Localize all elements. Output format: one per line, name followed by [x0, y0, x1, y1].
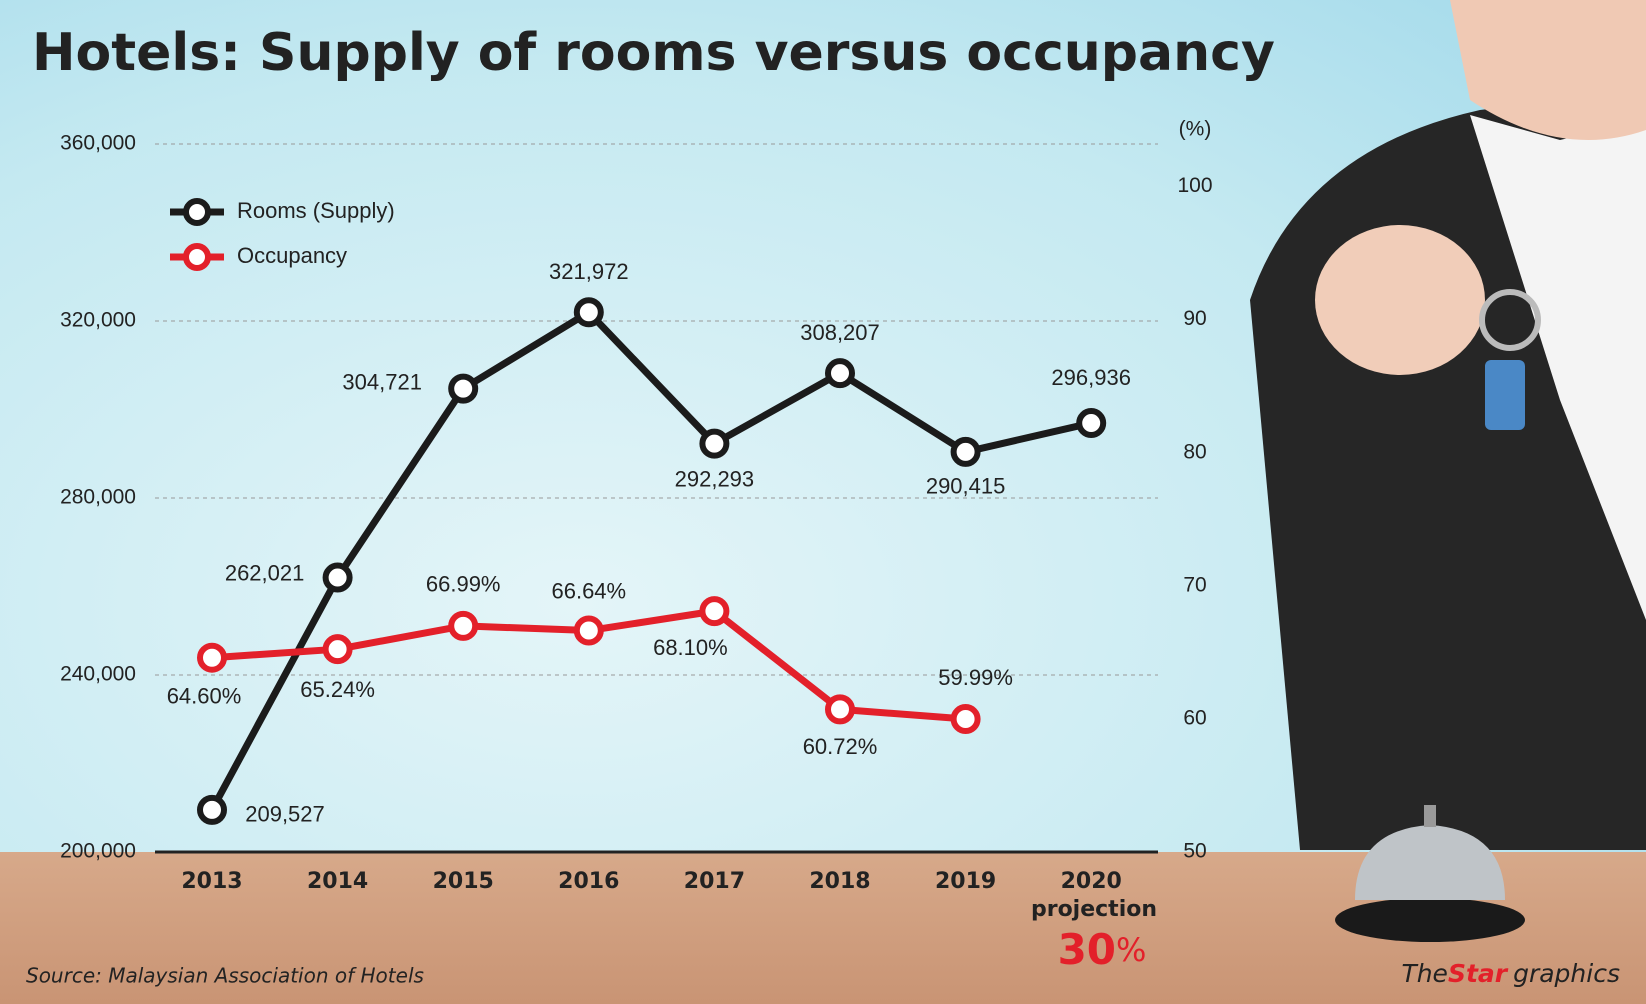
brand-graphics: graphics	[1513, 959, 1620, 988]
point	[1076, 408, 1107, 439]
data-label: 292,293	[675, 466, 755, 491]
data-label: 296,936	[1051, 365, 1131, 390]
y-tick-label: 240,000	[60, 663, 136, 686]
point	[322, 562, 353, 593]
y-tick-label: 360,000	[60, 132, 136, 155]
projection-label: projection	[1031, 897, 1157, 922]
point	[448, 610, 479, 641]
y2-tick-label: 60	[1183, 706, 1206, 729]
data-label: 209,527	[245, 802, 325, 827]
data-label: 66.64%	[551, 578, 626, 603]
point	[950, 436, 981, 467]
point	[197, 794, 227, 825]
data-label: 308,207	[800, 320, 880, 345]
y2-tick-label: 100	[1177, 174, 1212, 197]
data-label: 304,721	[342, 369, 422, 394]
y2-tick-label: 50	[1183, 840, 1206, 863]
point	[950, 704, 981, 735]
bell	[1335, 805, 1525, 942]
legend-marker	[183, 198, 211, 226]
data-label: 66.99%	[426, 572, 501, 597]
x-tick-label: 2013	[181, 869, 242, 894]
x-tick-label: 2016	[558, 869, 619, 894]
data-label: 59.99%	[938, 665, 1013, 690]
y2-tick-label: 90	[1183, 307, 1206, 330]
series: 209,527 262,021 304,721 321,972 292,293 308,2…	[197, 259, 1131, 827]
data-label: 60.72%	[803, 734, 878, 759]
point	[825, 694, 855, 725]
x-tick-label: 2018	[809, 869, 870, 894]
series: 64.60% 65.24% 66.99% 66.64% 68.10% 60.72% 59.9…	[167, 572, 1013, 759]
y2-tick-label: 70	[1183, 573, 1206, 596]
point	[448, 373, 479, 404]
point	[573, 297, 604, 328]
data-label: 321,972	[549, 259, 629, 284]
y-tick-label: 280,000	[60, 486, 136, 509]
y2-axis-label: (%)	[1179, 118, 1212, 141]
brand-the: The	[1401, 959, 1448, 988]
point	[322, 634, 353, 665]
legend-label: Rooms (Supply)	[237, 198, 395, 223]
projection-value: 30%	[1058, 925, 1147, 974]
x-tick-label: 2017	[684, 869, 745, 894]
data-label: 64.60%	[167, 684, 242, 709]
x-tick-label: 2019	[935, 869, 996, 894]
x-tick-label: 2020	[1061, 869, 1122, 894]
legend-marker	[183, 243, 211, 271]
point	[573, 615, 604, 646]
legend-label: Occupancy	[237, 243, 347, 268]
brand-star: Star	[1448, 959, 1509, 988]
data-label: 65.24%	[300, 677, 375, 702]
projection-unit: %	[1116, 931, 1146, 969]
point	[197, 642, 227, 673]
photo	[1250, 0, 1646, 850]
y-tick-label: 320,000	[60, 309, 136, 332]
chart-title: Hotels: Supply of rooms versus occupancy	[32, 23, 1275, 83]
projection-number: 30	[1058, 925, 1116, 974]
point	[699, 596, 730, 627]
point	[825, 358, 855, 389]
data-label: 68.10%	[653, 635, 728, 660]
brand: TheStar graphics	[1401, 959, 1620, 988]
point	[699, 428, 730, 459]
x-tick-label: 2015	[433, 869, 494, 894]
data-label: 262,021	[225, 560, 305, 585]
data-label: 290,415	[926, 474, 1006, 499]
y-tick-label: 200,000	[60, 840, 136, 863]
y2-tick-label: 80	[1183, 440, 1206, 463]
x-tick-label: 2014	[307, 869, 368, 894]
source: Source: Malaysian Association of Hotels	[26, 964, 424, 988]
series-line	[208, 308, 1092, 812]
